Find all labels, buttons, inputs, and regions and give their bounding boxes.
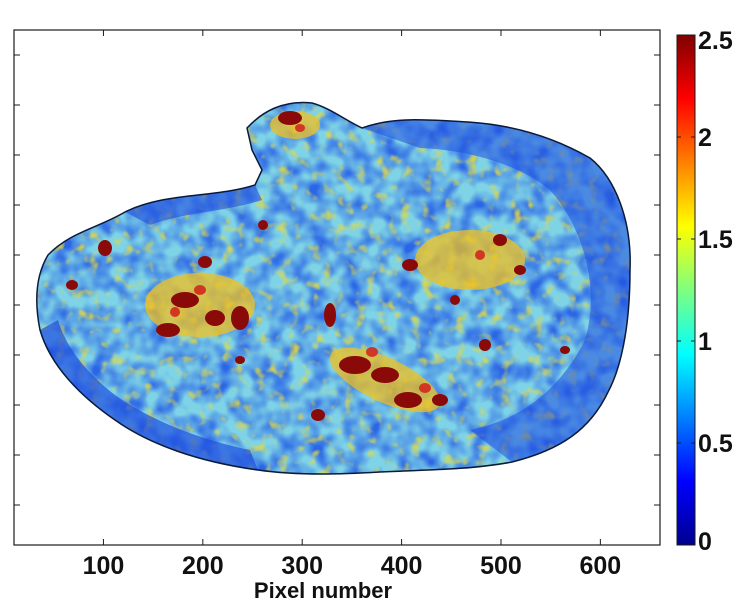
colorbar-tick-label: 1.5 [698, 226, 733, 254]
x-tick-label: 100 [83, 552, 125, 580]
colorbar: 0 0.5 1 1.5 2 2.5 [676, 27, 733, 556]
x-axis-title: Pixel number [254, 578, 393, 603]
colorbar-tick-label: 2 [698, 124, 712, 152]
colorbar-gradient [676, 34, 696, 546]
heatmap-outline [35, 101, 631, 475]
colorbar-tick-label: 1 [698, 328, 712, 356]
y-axis-ticks [14, 54, 660, 506]
x-tick-label: 400 [381, 552, 423, 580]
x-axis: 100 200 300 400 500 600 [83, 30, 622, 580]
high-intensity-spots [66, 111, 570, 421]
x-tick-label: 500 [480, 552, 522, 580]
x-tick-label: 300 [281, 552, 323, 580]
colorbar-ticks: 0 0.5 1 1.5 2 2.5 [677, 27, 733, 556]
colorbar-tick-label: 0 [698, 528, 712, 556]
colorbar-tick-label: 2.5 [698, 27, 733, 55]
colorbar-tick-label: 0.5 [698, 430, 733, 458]
x-tick-label: 200 [182, 552, 224, 580]
x-tick-label: 600 [580, 552, 622, 580]
